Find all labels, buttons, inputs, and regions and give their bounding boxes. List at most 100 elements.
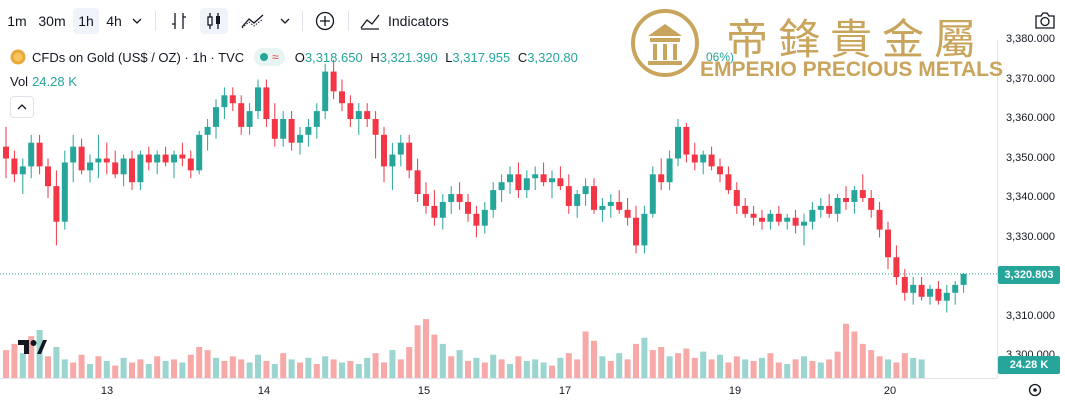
volume-bar <box>271 364 278 378</box>
candle-body <box>423 194 429 206</box>
camera-icon[interactable] <box>1034 10 1056 30</box>
volume-bar <box>53 347 60 378</box>
volume-bar <box>876 356 883 378</box>
volume-bar <box>330 359 337 378</box>
volume-bar <box>255 354 261 378</box>
candle-body <box>171 154 177 163</box>
volume-bar <box>61 359 68 378</box>
candle-body <box>515 174 522 191</box>
candle-body <box>733 190 740 206</box>
chart-type-chevron-icon[interactable] <box>276 8 294 34</box>
volume-value: 24.28 K <box>32 74 77 89</box>
candle-body <box>759 217 765 222</box>
volume-bar <box>624 359 631 378</box>
volume-bar <box>750 360 757 378</box>
volume-bar <box>658 347 665 378</box>
interval-1m[interactable]: 1m <box>7 13 27 29</box>
volume-legend: Vol 24.28 K <box>10 74 77 89</box>
volume-bar <box>700 351 707 378</box>
candle-body <box>675 126 681 159</box>
candle-body <box>624 209 631 218</box>
price-axis[interactable]: 3,380.000 3,370.000 3,360.000 3,350.000 3,34… <box>997 33 1065 378</box>
candle-body <box>532 174 539 179</box>
time-axis-label: 14 <box>257 385 271 397</box>
candle-body <box>78 146 85 171</box>
candle-body <box>767 213 774 222</box>
candle-body <box>70 146 77 163</box>
volume-bar <box>28 336 35 378</box>
volume-bar <box>456 350 463 378</box>
volume-bar <box>599 356 606 378</box>
candle-body <box>523 178 530 191</box>
volume-bar <box>759 357 765 378</box>
gold-symbol-icon <box>10 49 26 65</box>
candle-body <box>507 174 513 183</box>
candle-body <box>347 103 354 119</box>
interval-4h[interactable]: 4h <box>106 13 122 29</box>
indicators-label: Indicators <box>388 13 449 29</box>
candle-body <box>414 170 421 195</box>
candle-body <box>36 142 43 167</box>
volume-bar <box>490 354 497 378</box>
tradingview-logo-icon[interactable] <box>14 334 50 360</box>
candle-body <box>708 154 715 167</box>
candle-body <box>490 190 497 210</box>
candle-body <box>288 119 295 143</box>
volume-bar <box>3 350 9 378</box>
candle-body <box>784 217 791 222</box>
volume-bar <box>322 356 329 378</box>
volume-bar <box>809 360 816 378</box>
volume-bar <box>87 364 93 378</box>
indicators-button[interactable]: Indicators <box>360 8 460 34</box>
volume-bar <box>557 357 564 378</box>
current-volume-tag: 24.28 K <box>998 356 1060 374</box>
volume-bar <box>229 356 236 378</box>
volume-bar <box>196 347 203 378</box>
candle-body <box>557 178 564 187</box>
candle-body <box>801 221 807 226</box>
chart-pane[interactable] <box>0 40 997 378</box>
volume-bar <box>280 353 287 378</box>
candle-body <box>549 178 555 183</box>
volume-bar <box>78 354 85 378</box>
volume-bar <box>372 353 379 378</box>
axis-settings-icon[interactable] <box>1028 383 1042 400</box>
candle-body <box>843 198 849 202</box>
volume-bar <box>406 347 413 378</box>
compare-add-icon[interactable] <box>312 8 338 34</box>
interval-30m[interactable]: 30m <box>38 13 66 29</box>
volume-bar <box>591 340 597 378</box>
candle-body <box>238 103 245 127</box>
volume-bar <box>666 356 673 378</box>
volume-bar <box>633 343 639 378</box>
candle-body <box>641 213 648 246</box>
volume-bar <box>574 359 581 378</box>
volume-bar <box>297 362 303 378</box>
candle-body <box>339 91 345 104</box>
volume-bar <box>742 359 749 378</box>
interval-dropdown-chevron-icon[interactable] <box>128 8 146 34</box>
collapse-legend-button[interactable] <box>10 96 34 118</box>
volume-bar <box>851 331 858 378</box>
market-status-pill[interactable]: ≈ <box>254 48 285 66</box>
candle-body <box>960 273 967 285</box>
interval-1h[interactable]: 1h <box>73 8 99 34</box>
symbol-title[interactable]: CFDs on Gold (US$ / OZ) · 1h · TVC <box>32 49 245 65</box>
volume-bar <box>532 359 539 378</box>
candles-chart-icon[interactable] <box>200 8 228 34</box>
ohlc-values: O3,318.650 H3,321.390 L3,317.955 C3,320.… <box>294 49 578 65</box>
emperio-watermark: 帝鋒貴金屬 EMPERIO PRECIOUS METALS <box>630 6 1003 86</box>
volume-bar <box>103 360 110 378</box>
volume-bar <box>859 343 866 378</box>
candle-body <box>11 158 18 175</box>
bar-chart-icon[interactable] <box>166 8 192 34</box>
candle-body <box>364 111 371 119</box>
area-chart-icon[interactable] <box>238 8 268 34</box>
candle-body <box>750 213 757 218</box>
volume-bar <box>784 364 791 378</box>
volume-bar <box>313 364 320 378</box>
volume-bar <box>70 362 77 378</box>
candle-body <box>129 158 135 183</box>
candle-body <box>355 111 362 119</box>
time-axis[interactable]: 13 14 15 17 19 20 <box>0 378 997 404</box>
